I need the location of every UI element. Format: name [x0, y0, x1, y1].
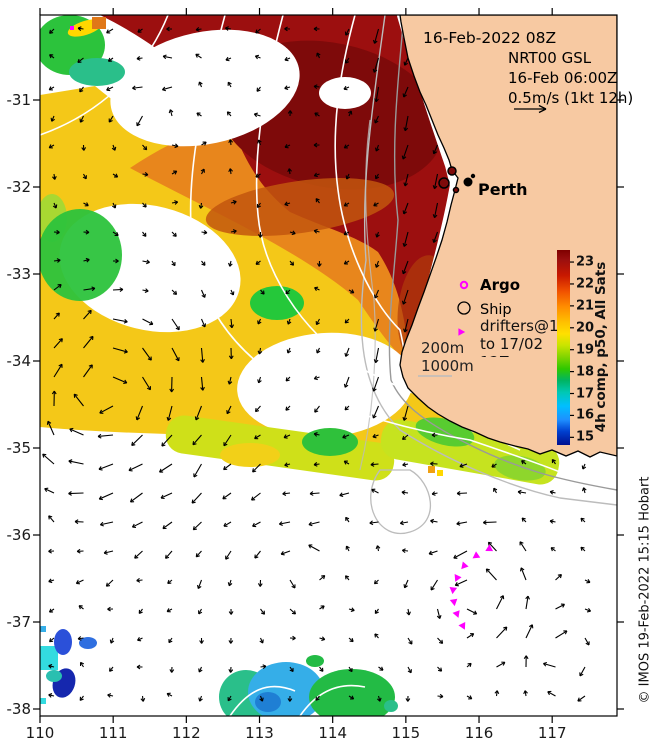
misc-glyphs [418, 104, 547, 377]
colorbar-tick-19: 19 [576, 342, 595, 358]
y-tick--36: -36 [6, 526, 32, 544]
y-tick--32: -32 [6, 178, 32, 196]
vector-scale-label: 0.5m/s (1kt 12h) [508, 89, 634, 107]
x-tick-116: 116 [464, 724, 494, 742]
colorbar-tick-16: 16 [576, 407, 595, 423]
x-tick-112: 112 [172, 724, 201, 742]
y-tick--37: -37 [6, 613, 32, 631]
colorbar-tick-22: 22 [576, 276, 595, 292]
drifters-legend-label: drifters@12Z to 17/02 12Z [480, 317, 557, 357]
map-datetime-title: 16-Feb-2022 08Z [423, 29, 557, 47]
y-tick--33: -33 [6, 265, 32, 283]
y-tick--38: -38 [6, 700, 32, 718]
x-tick-114: 114 [318, 724, 347, 742]
colorbar-tick-21: 21 [576, 298, 595, 314]
observation-markers [70, 26, 494, 630]
y-tick--35: -35 [6, 439, 32, 457]
colorbar-tick-17: 17 [576, 386, 595, 401]
depth-200m-label: 200m [421, 339, 465, 357]
y-tick--34: -34 [6, 352, 32, 370]
x-tick-115: 115 [391, 724, 421, 742]
x-tick-117: 117 [537, 724, 567, 742]
y-tick--31: -31 [6, 91, 32, 109]
drifters-legend-line2: to 17/02 12Z [480, 335, 544, 357]
model-name-label: NRT00 GSL [508, 49, 592, 67]
valid-time-label: 16-Feb 06:00Z [508, 69, 618, 87]
depth-1000m-label: 1000m [421, 357, 474, 375]
colorbar [557, 250, 574, 445]
drifters-legend-line1: drifters@12Z [480, 317, 557, 335]
axis-frame [33, 8, 624, 723]
colorbar-title: 4h comp, p50, All Sats [593, 261, 609, 433]
current-vector-arrows [42, 26, 592, 702]
colorbar-tick-15: 15 [576, 429, 595, 445]
isobath-lines [359, 15, 617, 535]
colorbar-tick-18: 18 [576, 364, 595, 380]
colorbar-strip [557, 250, 570, 445]
x-tick-111: 111 [98, 724, 128, 742]
x-tick-113: 113 [245, 724, 274, 742]
copyright-watermark: © IMOS 19-Feb-2022 15:15 Hobart [637, 476, 653, 704]
argo-legend-label: Argo [480, 276, 521, 294]
colorbar-ticks [570, 261, 574, 438]
ship-legend-label: Ship [480, 302, 512, 318]
x-tick-110: 110 [25, 724, 55, 742]
colorbar-tick-23: 23 [576, 254, 595, 270]
colorbar-tick-20: 20 [576, 320, 595, 336]
perth-city-label: Perth [478, 180, 528, 199]
